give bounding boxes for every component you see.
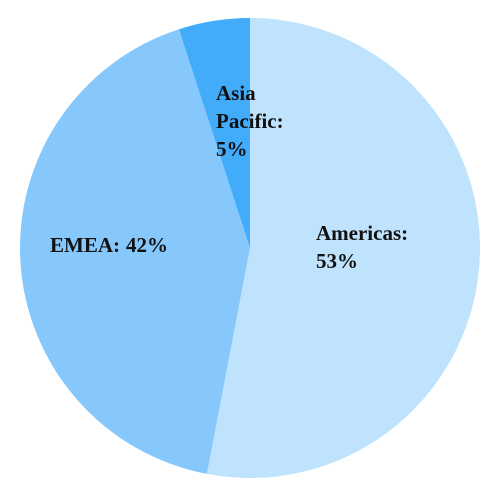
value-label: 5% bbox=[216, 137, 248, 161]
slice-label: Americas: 53% bbox=[316, 221, 408, 273]
pie-slice bbox=[206, 18, 481, 478]
category-label: EMEA: bbox=[50, 233, 120, 257]
pie-slice bbox=[178, 18, 250, 248]
value-label: 53% bbox=[316, 249, 358, 273]
slice-label: Asia Pacific: 5% bbox=[216, 81, 284, 161]
category-label: Americas: bbox=[316, 221, 408, 245]
slice-label: EMEA: 42% bbox=[50, 233, 168, 257]
category-label: Asia Pacific: bbox=[216, 81, 284, 133]
value-label: 42% bbox=[126, 233, 168, 257]
pie-slice bbox=[19, 29, 250, 474]
